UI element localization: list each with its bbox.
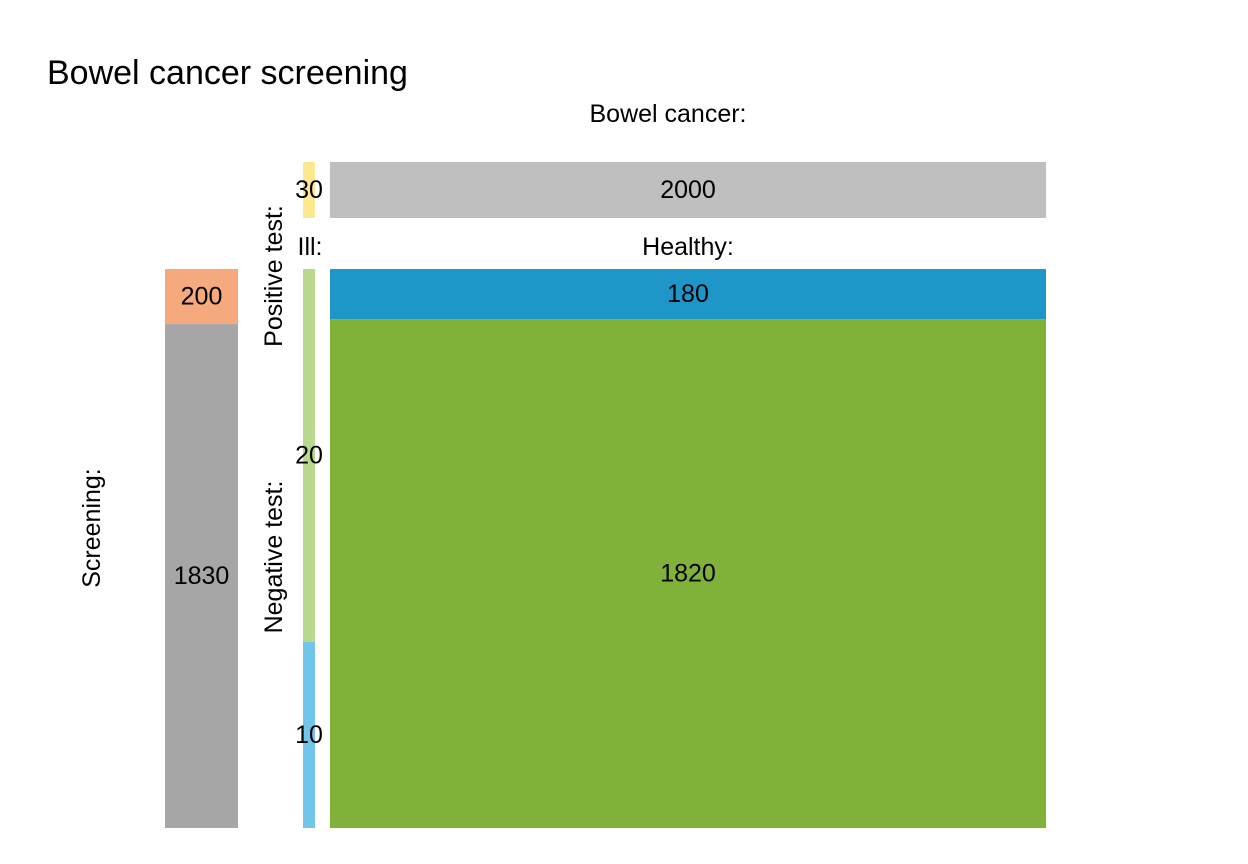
healthy-total-value: 2000 — [660, 176, 716, 204]
screen-negative-value: 1830 — [174, 562, 230, 590]
healthy-positive-cell — [330, 269, 1046, 320]
healthy-negative-cell — [330, 319, 1046, 828]
healthy-positive-value: 180 — [667, 280, 709, 308]
healthy-negative-value: 1820 — [660, 560, 716, 588]
ill-label: Ill: — [298, 233, 323, 261]
screening-label: Screening: — [78, 468, 106, 588]
ill-positive-cell — [303, 269, 315, 642]
healthy-label: Healthy: — [642, 233, 734, 261]
mosaic-cells: 30 2000 200 1830 20 10 180 1820 — [165, 162, 1046, 828]
screen-positive-value: 200 — [181, 283, 223, 311]
ill-total-value: 30 — [295, 176, 323, 204]
screen-negative-cell — [165, 324, 238, 828]
bowel-cancer-label: Bowel cancer: — [589, 100, 746, 128]
healthy-total-cell — [330, 162, 1046, 218]
ill-positive-value: 20 — [295, 441, 323, 469]
ill-negative-cell — [303, 641, 315, 828]
positive-test-label: Positive test: — [260, 205, 288, 347]
chart-title: Bowel cancer screening — [47, 54, 408, 92]
screen-positive-cell — [165, 269, 238, 325]
ill-total-cell — [303, 162, 315, 218]
negative-test-label: Negative test: — [260, 481, 288, 634]
ill-negative-value: 10 — [295, 721, 323, 749]
